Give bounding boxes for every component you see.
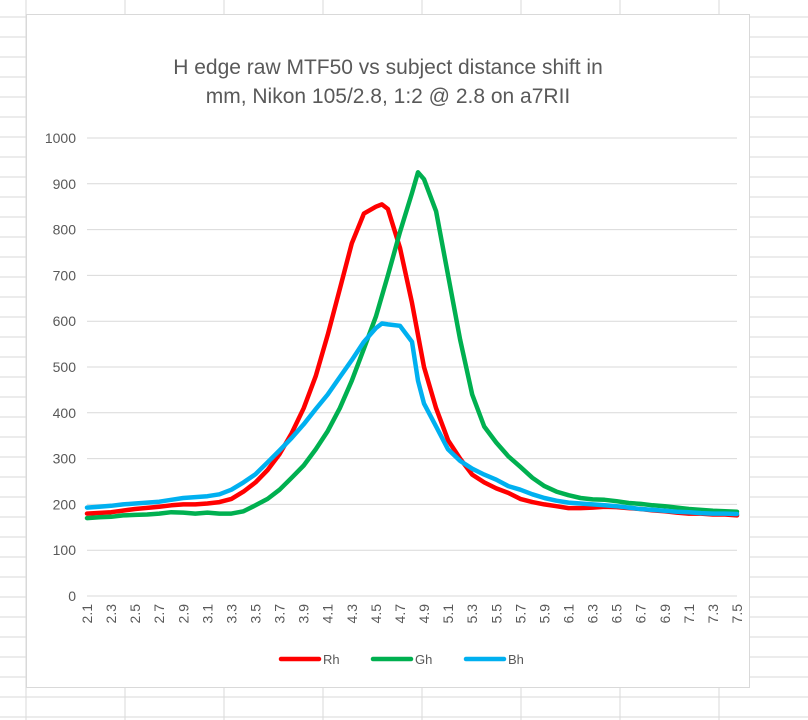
- x-tick-label: 4.3: [344, 604, 360, 624]
- x-tick-label: 4.7: [392, 604, 408, 624]
- x-tick-label: 7.1: [681, 604, 697, 624]
- x-tick-label: 4.1: [320, 604, 336, 624]
- x-tick-label: 6.7: [633, 604, 649, 624]
- chart-title-line-1: H edge raw MTF50 vs subject distance shi…: [173, 56, 603, 79]
- chart-area[interactable]: [26, 14, 750, 688]
- x-tick-label: 7.3: [705, 604, 721, 624]
- y-tick-label: 300: [53, 451, 77, 467]
- y-tick-label: 1000: [45, 130, 76, 146]
- x-tick-label: 2.1: [79, 604, 95, 624]
- y-tick-label: 400: [53, 405, 77, 421]
- x-tick-label: 2.7: [151, 604, 167, 624]
- x-tick-label: 7.5: [729, 604, 745, 624]
- x-axis-ticks: 2.1 2.3 2.5 2.7 2.9 3.1 3.3 3.5 3.7 3.9 4.1 4.3 4.5 4…: [79, 604, 745, 624]
- x-tick-label: 5.3: [464, 604, 480, 624]
- x-tick-label: 3.9: [296, 604, 312, 624]
- legend: Rh Gh Bh: [278, 652, 524, 667]
- legend-label-rh: Rh: [323, 652, 340, 667]
- series-line-gh: [84, 170, 740, 521]
- series-line-bh: [84, 321, 740, 517]
- x-tick-label: 5.5: [488, 604, 504, 624]
- y-tick-label: 900: [53, 176, 77, 192]
- x-tick-label: 6.1: [560, 604, 576, 624]
- x-tick-label: 5.7: [512, 604, 528, 624]
- series-lines: [84, 170, 740, 521]
- x-tick-label: 5.1: [440, 604, 456, 624]
- y-tick-label: 700: [53, 267, 77, 283]
- x-tick-label: 5.9: [536, 604, 552, 624]
- y-tick-label: 800: [53, 222, 77, 238]
- x-tick-label: 6.9: [657, 604, 673, 624]
- x-tick-label: 2.9: [175, 604, 191, 624]
- y-tick-label: 600: [53, 313, 77, 329]
- x-tick-label: 3.1: [199, 604, 215, 624]
- x-tick-label: 6.5: [609, 604, 625, 624]
- chart-title-line-2: mm, Nikon 105/2.8, 1:2 @ 2.8 on a7RII: [206, 85, 571, 108]
- x-tick-label: 2.3: [103, 604, 119, 624]
- x-tick-label: 4.5: [368, 604, 384, 624]
- y-tick-label: 200: [53, 496, 77, 512]
- gridlines: [87, 137, 737, 597]
- x-tick-label: 2.5: [127, 604, 143, 624]
- legend-label-bh: Bh: [508, 652, 524, 667]
- x-tick-label: 3.7: [272, 604, 288, 624]
- y-axis-ticks: 0 100 200 300 400 500 600 700 800 900 1000: [45, 130, 76, 604]
- x-tick-label: 3.3: [223, 604, 239, 624]
- x-tick-label: 6.3: [585, 604, 601, 624]
- y-tick-label: 500: [53, 359, 77, 375]
- x-tick-label: 3.5: [248, 604, 264, 624]
- x-tick-label: 4.9: [416, 604, 432, 624]
- y-tick-label: 0: [68, 588, 76, 604]
- series-line-rh: [84, 202, 740, 518]
- legend-label-gh: Gh: [415, 652, 432, 667]
- y-tick-label: 100: [53, 542, 77, 558]
